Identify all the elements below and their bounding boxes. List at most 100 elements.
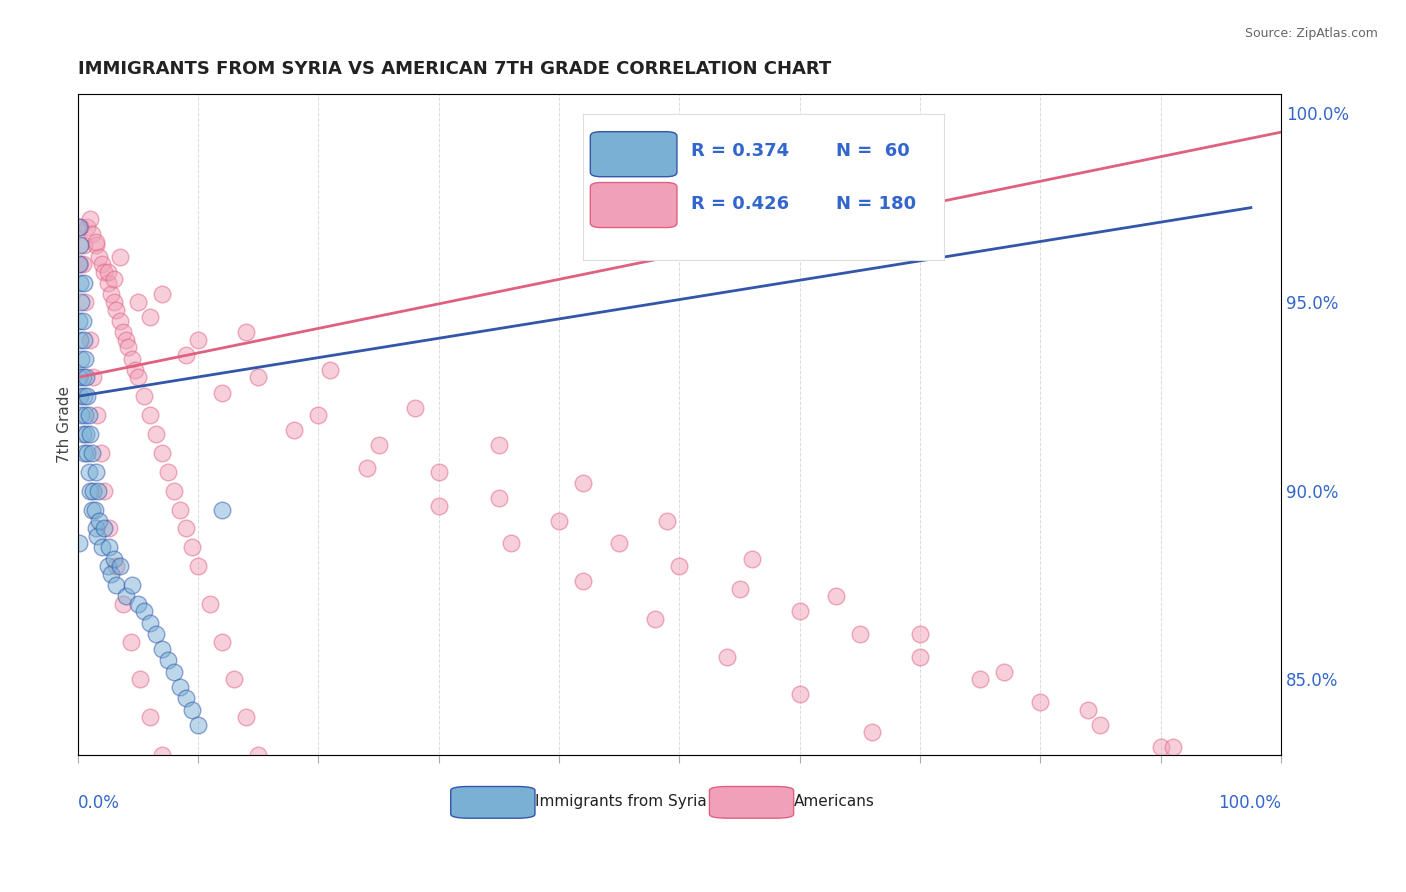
Point	[224, 673, 246, 687]
Point	[181, 541, 204, 555]
Point	[789, 687, 811, 701]
Point	[93, 521, 115, 535]
Point	[607, 536, 630, 550]
Point	[356, 461, 378, 475]
Point	[69, 333, 91, 347]
Point	[139, 710, 162, 724]
Point	[283, 842, 305, 856]
Point	[139, 615, 162, 630]
Point	[90, 541, 112, 555]
Point	[103, 551, 125, 566]
Point	[89, 250, 111, 264]
Point	[1077, 702, 1099, 716]
Point	[72, 370, 94, 384]
Point	[89, 514, 111, 528]
Point	[69, 389, 91, 403]
Point	[139, 310, 162, 324]
Point	[70, 351, 93, 366]
Point	[76, 446, 98, 460]
Point	[82, 227, 104, 241]
Point	[307, 880, 329, 892]
Point	[129, 673, 152, 687]
Point	[741, 551, 763, 566]
Point	[93, 483, 115, 498]
Point	[247, 370, 270, 384]
Point	[319, 363, 342, 377]
Point	[187, 559, 209, 574]
Point	[716, 649, 738, 664]
Point	[73, 389, 96, 403]
Point	[76, 219, 98, 234]
Point	[69, 238, 91, 252]
Point	[789, 604, 811, 618]
Point	[115, 590, 138, 604]
Point	[97, 276, 120, 290]
Point	[908, 627, 931, 641]
Point	[404, 401, 426, 415]
Point	[132, 604, 155, 618]
Point	[488, 491, 510, 506]
Y-axis label: 7th Grade: 7th Grade	[58, 386, 72, 463]
Point	[84, 465, 107, 479]
Point	[235, 325, 257, 339]
Point	[728, 582, 751, 596]
Point	[572, 476, 595, 491]
Point	[427, 499, 450, 513]
Point	[198, 597, 221, 611]
Point	[98, 541, 121, 555]
Point	[127, 597, 149, 611]
Point	[150, 642, 173, 657]
Point	[77, 465, 100, 479]
Point	[1149, 740, 1171, 755]
Point	[169, 680, 191, 694]
Point	[72, 257, 94, 271]
Point	[367, 438, 389, 452]
Point	[86, 408, 108, 422]
Point	[657, 514, 679, 528]
Point	[247, 747, 270, 762]
Point	[1005, 800, 1028, 814]
Point	[83, 502, 105, 516]
Point	[82, 370, 104, 384]
Point	[73, 333, 96, 347]
Point	[488, 438, 510, 452]
Point	[127, 295, 149, 310]
Point	[67, 370, 90, 384]
Point	[499, 536, 522, 550]
Point	[156, 653, 179, 667]
Point	[73, 238, 96, 252]
Point	[77, 408, 100, 422]
Text: Source: ZipAtlas.com: Source: ZipAtlas.com	[1244, 27, 1378, 40]
Point	[1161, 740, 1184, 755]
Point	[73, 351, 96, 366]
Point	[112, 597, 135, 611]
Point	[105, 302, 128, 317]
Point	[969, 673, 991, 687]
Point	[69, 276, 91, 290]
Point	[121, 351, 143, 366]
Point	[1222, 778, 1244, 792]
Point	[572, 574, 595, 589]
Point	[73, 446, 96, 460]
Point	[76, 389, 98, 403]
Point	[84, 521, 107, 535]
Point	[90, 446, 112, 460]
Point	[73, 408, 96, 422]
Point	[82, 483, 104, 498]
Point	[211, 634, 233, 648]
Point	[103, 295, 125, 310]
Point	[73, 276, 96, 290]
Point	[69, 219, 91, 234]
Point	[150, 446, 173, 460]
Point	[117, 340, 139, 354]
Point	[211, 385, 233, 400]
Point	[84, 238, 107, 252]
Point	[198, 861, 221, 875]
Point	[115, 333, 138, 347]
Point	[82, 502, 104, 516]
Text: IMMIGRANTS FROM SYRIA VS AMERICAN 7TH GRADE CORRELATION CHART: IMMIGRANTS FROM SYRIA VS AMERICAN 7TH GR…	[77, 60, 831, 78]
Point	[67, 314, 90, 328]
Point	[187, 333, 209, 347]
Point	[87, 483, 110, 498]
Point	[79, 483, 101, 498]
